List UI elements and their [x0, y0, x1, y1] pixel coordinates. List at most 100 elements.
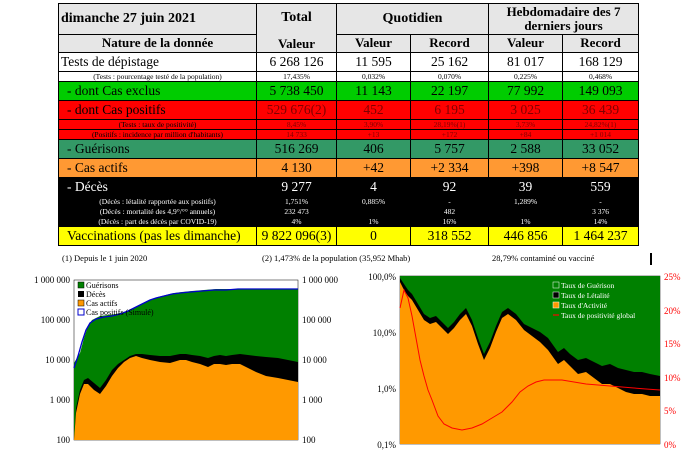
date-cell: dimanche 27 juin 2021	[58, 3, 257, 35]
cell-q-val: +13	[336, 129, 411, 140]
cell-q-val: 452	[336, 100, 411, 120]
cell-h-val: 1%	[488, 216, 563, 227]
table-row: - dont Cas positifs 529 676(2) 452 6 195 3 0…	[58, 100, 640, 120]
left-legend-deces: Décès	[86, 290, 106, 299]
cell-q-rec: 318 552	[410, 226, 489, 246]
right-y2-tick-15: 15%	[664, 339, 681, 349]
left-actifs-area	[74, 356, 298, 440]
right-y2-tick-0: 0%	[664, 440, 677, 450]
cell-total: 529 676(2)	[256, 100, 337, 120]
cell-q-val: 3,90%	[336, 119, 411, 130]
cell-total: 4 130	[256, 158, 337, 178]
right-y2-axis: 25% 20% 15% 10% 5% 0%	[664, 272, 681, 450]
cell-q-rec: -	[410, 196, 489, 207]
table-row: Vaccinations (pas les dimanche) 9 822 096…	[58, 226, 640, 246]
cell-total: 8,45%	[256, 119, 337, 130]
daily-record-header: Record	[410, 33, 489, 54]
row-label: (Positifs : incidence par million d'habi…	[58, 129, 257, 140]
right-y2-tick-20: 20%	[664, 306, 681, 316]
cell-q-rec: 92	[410, 177, 489, 197]
cell-total: 9 277	[256, 177, 337, 197]
row-label: - Guérisons	[58, 139, 257, 159]
left-y2-tick-100000: 100 000	[302, 315, 332, 325]
cell-q-val: 1%	[336, 216, 411, 227]
cell-total: 17,435%	[256, 71, 337, 82]
weekly-valeur-header: Valeur	[488, 33, 563, 54]
cell-h-rec: 1 464 237	[561, 226, 640, 246]
cell-h-val: 81 017	[488, 52, 563, 72]
cell-h-rec: 36 439	[561, 100, 640, 120]
right-y-axis: 100,0% 10,0% 1,0% 0,1%	[368, 272, 396, 450]
row-label: (Décès : létalité rapportée aux positifs…	[58, 196, 257, 207]
row-header-label: Nature de la donnée	[58, 33, 257, 54]
cell-total: 1,751%	[256, 196, 337, 207]
left-y-tick-1000: 1 000	[50, 395, 71, 405]
left-legend-guerisons: Guérisons	[86, 281, 118, 290]
cell-h-val: 2 588	[488, 139, 563, 159]
left-y2-tick-1000: 1 000	[302, 395, 323, 405]
left-y2-axis: 1 000 000 100 000 10 000 1 000 100	[302, 275, 339, 445]
cell-h-val: 446 856	[488, 226, 563, 246]
row-label: (Tests : taux de positivité)	[58, 119, 257, 130]
cell-q-rec: 16%	[410, 216, 489, 227]
cell-q-val: 0,032%	[336, 71, 411, 82]
table-row: (Tests : pourcentage testé de la populat…	[58, 71, 640, 82]
cell-q-val: 406	[336, 139, 411, 159]
cell-h-val: 0,225%	[488, 71, 563, 82]
cell-total: 5 738 450	[256, 81, 337, 101]
cell-h-val: 3 025	[488, 100, 563, 120]
cell-total: 6 268 126	[256, 52, 337, 72]
cell-h-rec: 3 376	[561, 206, 640, 217]
table-row: - Cas actifs 4 130 +42 +2 334 +398 +8 547	[58, 158, 640, 178]
stats-table: dimanche 27 juin 2021 Total Valeur Quotid…	[58, 3, 640, 246]
cell-q-val: +42	[336, 158, 411, 178]
left-y-axis: 1 000 000 100 000 10 000 1 000 100	[34, 275, 71, 445]
left-legend: Guérisons Décès Cas actifs Cas positifs …	[77, 281, 154, 317]
right-legend: Taux de Guérison Taux de Létalité Taux d…	[552, 281, 635, 320]
right-positivite-line	[399, 288, 661, 431]
left-y2-tick-100: 100	[302, 435, 316, 445]
footnote-2: (2) 1,473% de la population (35,952 Mhab…	[262, 253, 411, 263]
right-y2-tick-10: 10%	[664, 373, 681, 383]
cell-h-rec: 33 052	[561, 139, 640, 159]
table-row: - Décès 9 277 4 92 39 559	[58, 177, 640, 197]
cell-q-rec: 28,19%(1)	[410, 119, 489, 130]
cell-q-rec: +172	[410, 129, 489, 140]
left-chart: 1 000 000 100 000 10 000 1 000 100 1 000…	[34, 275, 339, 445]
left-y-tick-10000: 10 000	[45, 355, 70, 365]
cell-q-val	[336, 206, 411, 217]
cell-q-val: 0	[336, 226, 411, 246]
right-y-tick-10: 10,0%	[373, 328, 397, 338]
row-label: - Décès	[58, 177, 257, 197]
right-legend-positivite: Taux de positivité global	[561, 311, 635, 320]
cell-total: 9 822 096(3)	[256, 226, 337, 246]
row-label: Vaccinations (pas les dimanche)	[58, 226, 257, 246]
left-positifs-line	[73, 288, 298, 369]
left-y-tick-100: 100	[57, 435, 71, 445]
cell-h-val	[488, 206, 563, 217]
right-legend-activite: Taux d'Activité	[561, 301, 608, 310]
cell-h-val: +84	[488, 129, 563, 140]
total-header: Total Valeur	[256, 3, 337, 53]
weekly-record-header: Record	[561, 33, 640, 54]
cell-total: 516 269	[256, 139, 337, 159]
table-row: (Décès : part des décès par COVID-19) 4% 1…	[58, 216, 640, 227]
cell-q-rec: 6 195	[410, 100, 489, 120]
right-y2-tick-5: 5%	[664, 406, 677, 416]
left-legend-positifs: Cas positifs (Simulé)	[86, 308, 154, 317]
cell-h-rec: +8 547	[561, 158, 640, 178]
table-row: Tests de dépistage 6 268 126 11 595 25 162 8…	[58, 52, 640, 72]
row-label: - dont Cas exclus	[58, 81, 257, 101]
right-activite-area	[400, 282, 660, 444]
cell-q-rec: 22 197	[410, 81, 489, 101]
cell-q-rec: 482	[410, 206, 489, 217]
cell-h-rec: 149 093	[561, 81, 640, 101]
left-legend-actifs: Cas actifs	[86, 299, 117, 308]
table-row: (Tests : taux de positivité) 8,45% 3,90% 28…	[58, 119, 640, 130]
left-y2-tick-10000: 10 000	[302, 355, 327, 365]
cell-q-rec: 25 162	[410, 52, 489, 72]
cell-q-val: 4	[336, 177, 411, 197]
row-label: (Tests : pourcentage testé de la populat…	[58, 71, 257, 82]
table-row: - dont Cas exclus 5 738 450 11 143 22 197 77…	[58, 81, 640, 101]
right-legend-guerison: Taux de Guérison	[561, 281, 614, 290]
